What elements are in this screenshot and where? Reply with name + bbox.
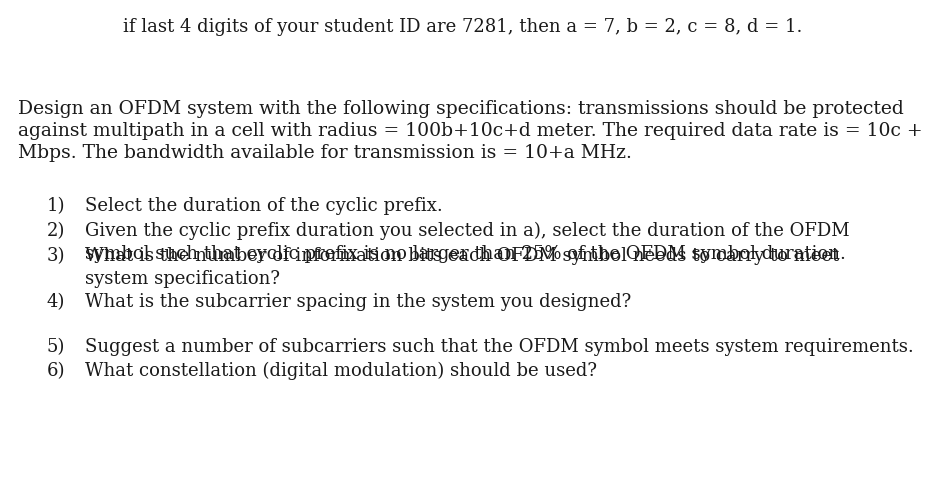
Text: Given the cyclic prefix duration you selected in a), select the duration of the : Given the cyclic prefix duration you sel… xyxy=(85,222,850,240)
Text: 5): 5) xyxy=(46,338,65,356)
Text: 2): 2) xyxy=(46,222,65,240)
Text: Mbps. The bandwidth available for transmission is = 10+a MHz.: Mbps. The bandwidth available for transm… xyxy=(18,144,632,162)
Text: What is the subcarrier spacing in the system you designed?: What is the subcarrier spacing in the sy… xyxy=(85,293,632,311)
Text: Select the duration of the cyclic prefix.: Select the duration of the cyclic prefix… xyxy=(85,197,443,215)
Text: 4): 4) xyxy=(46,293,65,311)
Text: 3): 3) xyxy=(46,247,65,265)
Text: system specification?: system specification? xyxy=(85,270,280,288)
Text: 1): 1) xyxy=(46,197,65,215)
Text: What is the number of information bits each OFDM symbol needs to carry to meet: What is the number of information bits e… xyxy=(85,247,839,265)
Text: Design an OFDM system with the following specifications: transmissions should be: Design an OFDM system with the following… xyxy=(18,100,904,118)
Text: if last 4 digits of your student ID are 7281, then a = 7, b = 2, c = 8, d = 1.: if last 4 digits of your student ID are … xyxy=(123,18,803,36)
Text: Suggest a number of subcarriers such that the OFDM symbol meets system requireme: Suggest a number of subcarriers such tha… xyxy=(85,338,914,356)
Text: What constellation (digital modulation) should be used?: What constellation (digital modulation) … xyxy=(85,362,597,380)
Text: against multipath in a cell with radius = 100b+10c+d meter. The required data ra: against multipath in a cell with radius … xyxy=(18,122,926,140)
Text: symbol such that cyclic prefix is no larger than 25% of the OFDM symbol duration: symbol such that cyclic prefix is no lar… xyxy=(85,245,845,263)
Text: 6): 6) xyxy=(46,362,65,380)
